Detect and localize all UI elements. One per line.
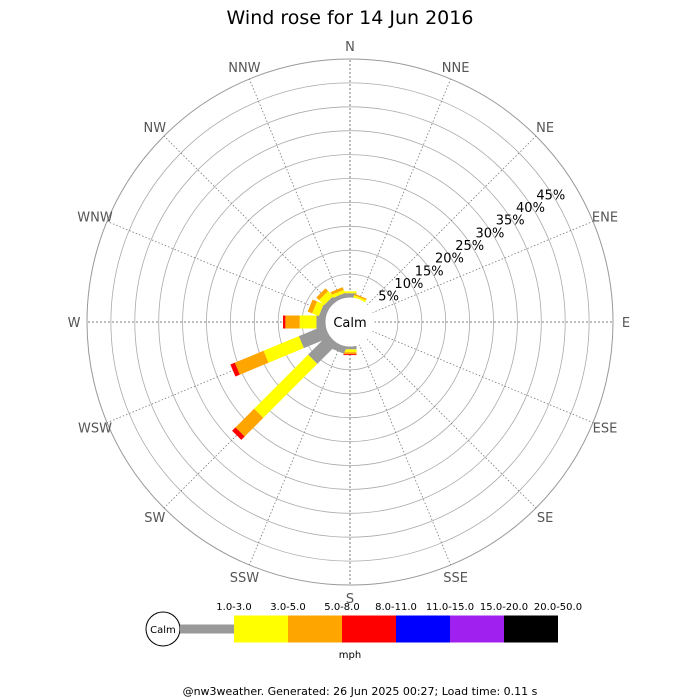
wind-bar-segment [332, 292, 347, 303]
legend-label: 3.0-5.0 [270, 602, 305, 613]
wind-bar-segment [312, 301, 324, 317]
wind-bar-segment [254, 354, 318, 418]
direction-label: S [346, 592, 354, 607]
wind-bar-segment [331, 341, 347, 354]
radial-tick-labels: 5%10%15%20%25%30%35%40%45% [378, 188, 565, 304]
wind-bars [230, 287, 367, 440]
footer-text: @nw3weather. Generated: 26 Jun 2025 00:2… [183, 685, 538, 698]
grid-ring [158, 130, 542, 514]
legend-label: 15.0-20.0 [480, 602, 528, 613]
legend-swatch [288, 615, 342, 643]
direction-label: N [345, 40, 355, 55]
grid-ring [182, 154, 518, 490]
radial-tick-label: 10% [394, 277, 423, 292]
wind-bar-segment [316, 288, 329, 301]
wind-bar-segment [324, 296, 338, 310]
grid-ring [86, 58, 614, 586]
direction-label: NE [536, 121, 554, 136]
radial-tick-label: 25% [455, 239, 484, 254]
grid-spoke [372, 330, 594, 424]
legend-swatch [504, 615, 558, 643]
speed-legend: Calm 1.0-3.0 3.0-5.0 5.0-8.0 8.0-11.0 11.0-1… [145, 602, 582, 661]
grid-spoke [248, 78, 342, 300]
radial-tick-label: 15% [415, 264, 444, 279]
legend-label: 20.0-50.0 [534, 602, 582, 613]
legend-swatch [234, 615, 288, 643]
direction-label: NNE [442, 61, 470, 76]
legend-swatch [450, 615, 504, 643]
direction-label: SW [144, 511, 165, 526]
legend-label: 1.0-3.0 [216, 602, 251, 613]
radial-tick-label: 20% [435, 252, 464, 267]
grid-spoke [358, 344, 452, 566]
grid-spoke [366, 135, 537, 306]
direction-label: WNW [77, 210, 113, 225]
legend-label: 5.0-8.0 [324, 602, 359, 613]
legend-label: 8.0-11.0 [375, 602, 417, 613]
wind-bar-segment [263, 336, 304, 363]
radial-tick-label: 40% [516, 201, 545, 216]
radial-tick-label: 30% [476, 226, 505, 241]
wind-bar-segment [298, 325, 331, 349]
grid-spoke [248, 344, 342, 566]
wind-bar-segment [307, 299, 318, 314]
legend-calm-label: Calm [150, 625, 176, 636]
wind-bar-segment [331, 289, 345, 298]
direction-labels: N NNE NE ENE E ESE SE SSE S SSW SW WSW W WNW NW NNW [68, 40, 631, 607]
radial-tick-label: 5% [378, 290, 399, 305]
polar-grid [86, 58, 614, 586]
direction-label: W [68, 316, 81, 331]
radial-tick-label: 35% [496, 214, 525, 229]
legend-label: 11.0-15.0 [426, 602, 474, 613]
legend-unit: mph [339, 650, 361, 661]
direction-label: SSW [230, 571, 260, 586]
grid-spoke [358, 78, 452, 300]
grid-spoke [372, 220, 594, 314]
legend-swatch [396, 615, 450, 643]
grid-ring [253, 225, 447, 419]
wind-bar-segment [234, 350, 269, 375]
grid-spoke [106, 220, 328, 314]
calm-label: Calm [333, 316, 366, 331]
calm-circle [325, 297, 375, 347]
radial-tick-label: 45% [536, 188, 565, 203]
direction-label: ENE [592, 210, 618, 225]
direction-label: SE [537, 511, 553, 526]
wind-bar-segment [330, 287, 344, 295]
chart-title: Wind rose for 14 Jun 2016 [227, 7, 474, 29]
wind-bar-segment [354, 293, 367, 301]
legend-swatch [180, 624, 234, 634]
wind-bar-segment [318, 290, 334, 306]
grid-ring [229, 201, 470, 442]
wind-bar-segment [318, 304, 331, 319]
wind-bar-segment [235, 408, 264, 437]
legend-swatch [342, 615, 396, 643]
direction-label: SSE [443, 571, 468, 586]
direction-label: WSW [78, 422, 112, 437]
direction-label: NNW [228, 61, 260, 76]
direction-label: E [622, 316, 630, 331]
direction-label: NW [144, 121, 167, 136]
grid-ring [110, 82, 590, 562]
wind-bar-segment [308, 334, 338, 364]
grid-ring [206, 178, 494, 466]
grid-ring [277, 249, 423, 395]
grid-spoke [163, 135, 334, 306]
grid-spoke [366, 338, 537, 509]
grid-ring [134, 106, 566, 538]
wind-bar-segment [232, 427, 245, 440]
wind-bar-segment [230, 362, 240, 377]
calm-center: Calm [325, 297, 375, 347]
direction-label: ESE [593, 422, 618, 437]
